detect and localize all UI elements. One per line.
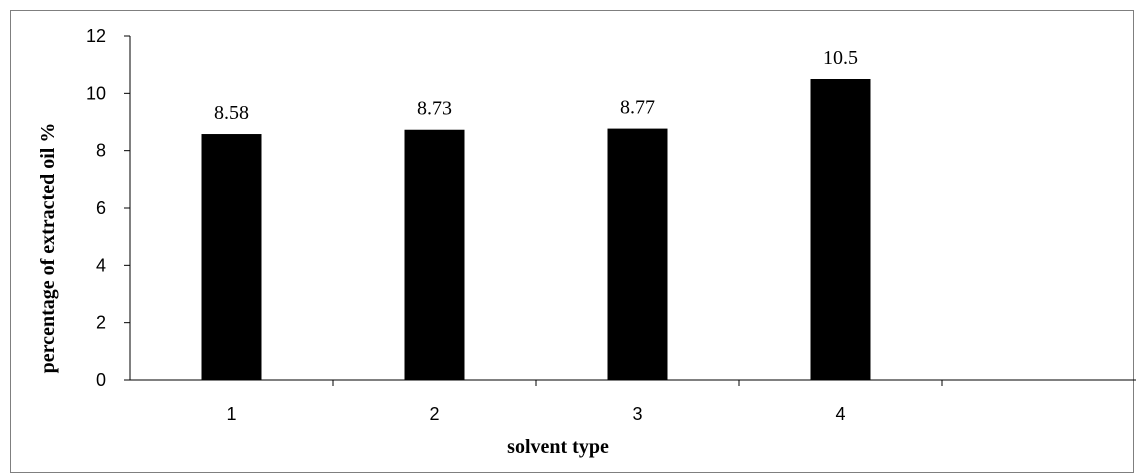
y-tick-label: 2	[96, 313, 106, 333]
data-label: 8.73	[417, 98, 452, 120]
y-tick-label: 4	[96, 255, 106, 275]
x-tick-label: 1	[226, 404, 236, 424]
bar	[607, 128, 668, 380]
y-tick-label: 8	[96, 141, 106, 161]
bar	[404, 129, 465, 380]
x-tick-label: 4	[835, 404, 845, 424]
data-label: 8.58	[214, 102, 249, 124]
y-tick-label: 6	[96, 198, 106, 218]
bar	[201, 134, 262, 380]
y-tick-label: 10	[86, 83, 106, 103]
data-label: 10.5	[823, 47, 858, 69]
x-tick-label: 3	[632, 404, 642, 424]
y-tick-label: 12	[86, 26, 106, 46]
x-tick-label: 2	[429, 404, 439, 424]
chart-frame	[10, 10, 1134, 473]
data-label: 8.77	[620, 97, 655, 119]
y-tick-label: 0	[96, 370, 106, 390]
bars	[201, 79, 871, 380]
x-axis-title: solvent type	[507, 436, 609, 458]
bar	[810, 79, 871, 380]
data-labels: 8.58 8.73 8.77 10.5	[214, 47, 858, 124]
y-axis-title: percentage of extracted oil %	[37, 123, 59, 374]
